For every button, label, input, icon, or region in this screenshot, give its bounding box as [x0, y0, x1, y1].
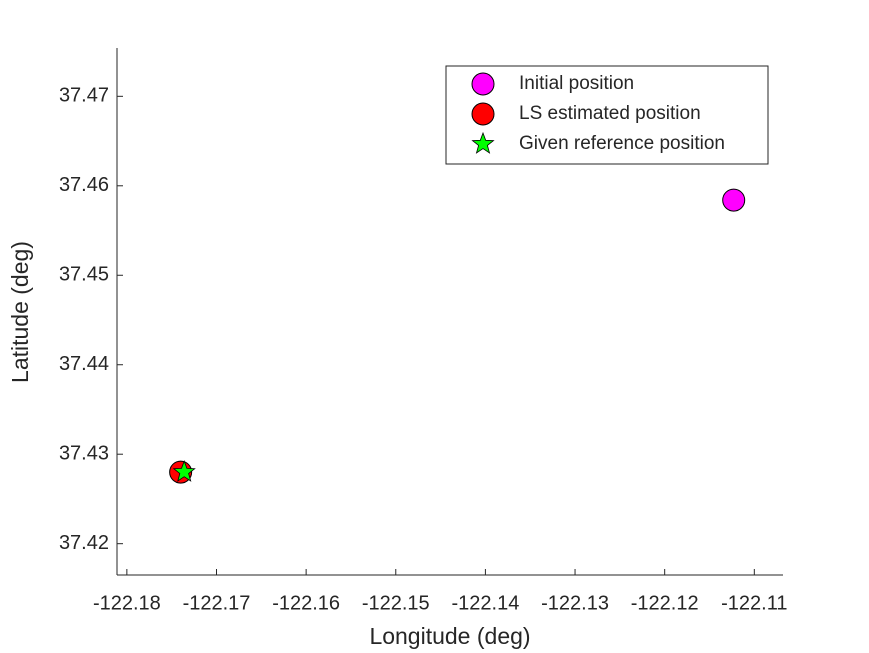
- x-tick-label: -122.16: [272, 592, 340, 614]
- x-tick-label: -122.18: [93, 592, 161, 614]
- y-tick-label: 37.44: [59, 353, 109, 375]
- x-tick-label: -122.15: [362, 592, 430, 614]
- x-tick-label: -122.11: [721, 592, 787, 614]
- y-tick-label: 37.45: [59, 264, 109, 286]
- legend-label: Initial position: [519, 73, 634, 94]
- star-marker: [172, 459, 196, 482]
- x-tick-label: -122.14: [451, 592, 519, 614]
- legend: Initial position LS estimated position Giv…: [445, 65, 769, 165]
- x-tick-label: -122.13: [541, 592, 609, 614]
- y-tick-label: 37.47: [59, 85, 109, 107]
- legend-label: LS estimated position: [519, 103, 701, 124]
- y-tick-label: 37.43: [59, 442, 109, 464]
- y-axis-label: Latitude (deg): [7, 241, 33, 383]
- y-tick-label: 37.46: [59, 174, 109, 196]
- circle-marker: [471, 102, 495, 126]
- legend-box: [445, 65, 769, 165]
- x-axis-label: Longitude (deg): [369, 623, 530, 649]
- circle-marker: [471, 72, 495, 96]
- x-tick-label: -122.12: [631, 592, 699, 614]
- x-tick-label: -122.17: [183, 592, 251, 614]
- legend-label: Given reference position: [519, 133, 725, 154]
- star-marker: [471, 131, 495, 154]
- circle-marker: [722, 188, 746, 212]
- y-tick-label: 37.42: [59, 532, 109, 554]
